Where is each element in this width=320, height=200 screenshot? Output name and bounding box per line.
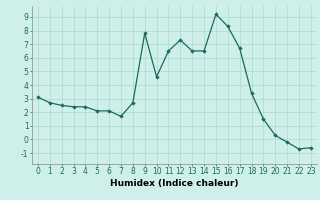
X-axis label: Humidex (Indice chaleur): Humidex (Indice chaleur) xyxy=(110,179,239,188)
